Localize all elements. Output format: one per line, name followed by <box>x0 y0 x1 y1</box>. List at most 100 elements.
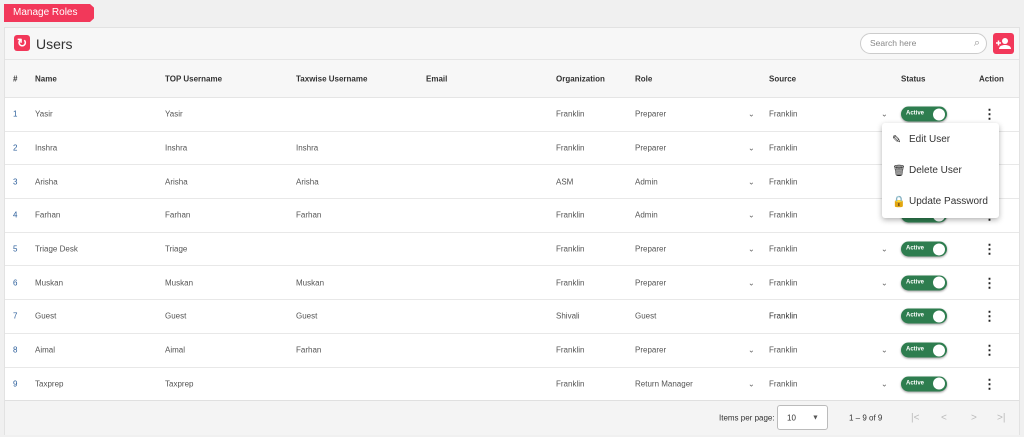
cell-top: Aimal <box>165 345 186 355</box>
chevron-down-icon: ⌄ <box>748 177 755 187</box>
role-value: Admin <box>635 177 658 187</box>
more-vert-icon[interactable]: ⋮ <box>983 342 996 358</box>
last-page-icon[interactable]: >| <box>997 412 1006 424</box>
first-page-icon[interactable]: |< <box>911 412 920 424</box>
items-per-page-label: Items per page: <box>719 413 775 423</box>
cell-n: 4 <box>13 210 18 220</box>
page-size-select[interactable]: 10 ▼ <box>777 405 828 430</box>
column-header: Role <box>635 74 653 83</box>
cell-name: Muskan <box>35 278 64 288</box>
role-value: Preparer <box>635 278 667 288</box>
cell-org: Franklin <box>556 210 585 220</box>
cell-taxwise: Arisha <box>296 177 319 187</box>
cell-name: Taxprep <box>35 379 64 389</box>
source-value: Franklin <box>769 311 798 321</box>
cell-org: Franklin <box>556 244 585 254</box>
table-row: 9 Taxprep Taxprep Franklin Return Manager ⌄ Fr… <box>5 368 1019 402</box>
cell-taxwise: Inshra <box>296 143 319 153</box>
column-header: # <box>13 74 18 83</box>
menu-item-edit-user[interactable]: ✎ Edit User <box>882 125 999 154</box>
lock-icon: 🔒 <box>892 196 906 208</box>
paginator: Items per page: 10 ▼ 1 – 9 of 9 |< < > >… <box>5 400 1019 435</box>
breadcrumb-manage-roles[interactable]: Manage Roles <box>4 4 94 22</box>
prev-page-icon[interactable]: < <box>941 412 947 424</box>
source-value: Franklin <box>769 143 798 153</box>
refresh-icon[interactable]: ↻ <box>14 35 30 51</box>
role-value: Return Manager <box>635 379 693 389</box>
chevron-down-icon: ⌄ <box>748 109 755 119</box>
cell-taxwise: Farhan <box>296 345 322 355</box>
status-toggle[interactable]: Active <box>901 106 947 122</box>
cell-top: Taxprep <box>165 379 194 389</box>
cell-org: Franklin <box>556 379 585 389</box>
chevron-down-icon: ⌄ <box>748 244 755 254</box>
add-user-button[interactable] <box>993 33 1014 54</box>
cell-n: 8 <box>13 345 18 355</box>
status-toggle[interactable]: Active <box>901 342 947 358</box>
cell-org: Shivali <box>556 311 580 321</box>
status-toggle[interactable]: Active <box>901 308 947 324</box>
cell-name: Aimal <box>35 345 56 355</box>
page-title: Users <box>36 36 73 52</box>
table-row: 4 Farhan Farhan Farhan Franklin Admin ⌄ Frankli… <box>5 199 1019 233</box>
more-vert-icon[interactable]: ⋮ <box>983 241 996 257</box>
cell-name: Guest <box>35 311 57 321</box>
column-header: Taxwise Username <box>296 74 368 83</box>
table-row: 6 Muskan Muskan Muskan Franklin Preparer ⌄ Fran… <box>5 266 1019 301</box>
more-vert-icon[interactable]: ⋮ <box>983 106 996 122</box>
cell-org: Franklin <box>556 278 585 288</box>
cell-org: ASM <box>556 177 574 187</box>
next-page-icon[interactable]: > <box>971 412 977 424</box>
cell-n: 2 <box>13 143 18 153</box>
cell-top: Guest <box>165 311 187 321</box>
role-value: Guest <box>635 311 657 321</box>
cell-n: 1 <box>13 109 18 119</box>
cell-name: Yasir <box>35 109 53 119</box>
dropdown-arrow-icon: ▼ <box>812 414 819 421</box>
status-toggle[interactable]: Active <box>901 275 947 291</box>
column-header: Action <box>979 74 1004 83</box>
role-value: Preparer <box>635 109 667 119</box>
users-card: ↻ Users Search here ⌕ # Name TOP Username Ta… <box>4 27 1020 435</box>
chevron-down-icon: ⌄ <box>748 379 755 389</box>
status-toggle[interactable]: Active <box>901 241 947 257</box>
source-value: Franklin <box>769 210 798 220</box>
cell-top: Inshra <box>165 143 188 153</box>
status-toggle[interactable]: Active <box>901 376 947 392</box>
more-vert-icon[interactable]: ⋮ <box>983 308 996 324</box>
menu-item-update-password[interactable]: 🔒 Update Password <box>882 187 999 216</box>
search-input[interactable]: Search here ⌕ <box>860 33 987 54</box>
more-vert-icon[interactable]: ⋮ <box>983 376 996 392</box>
page-size-value: 10 <box>787 413 796 422</box>
column-header: Source <box>769 74 797 83</box>
table-row: 2 Inshra Inshra Inshra Franklin Preparer ⌄ Fran… <box>5 132 1019 166</box>
chevron-down-icon: ⌄ <box>748 210 755 220</box>
role-value: Preparer <box>635 345 667 355</box>
column-header: Status <box>901 74 926 83</box>
chevron-down-icon: ⌄ <box>881 345 888 355</box>
source-value: Franklin <box>769 109 798 119</box>
role-value: Admin <box>635 210 658 220</box>
cell-top: Arisha <box>165 177 188 187</box>
column-header: Name <box>35 74 57 83</box>
chevron-down-icon: ⌄ <box>881 278 888 288</box>
menu-item-label: Update Password <box>909 196 988 207</box>
chevron-down-icon: ⌄ <box>748 143 755 153</box>
role-value: Preparer <box>635 143 667 153</box>
menu-item-label: Edit User <box>909 134 951 145</box>
table-header: # Name TOP Username Taxwise Username Email Or… <box>5 60 1019 98</box>
cell-top: Triage <box>165 244 188 254</box>
cell-org: Franklin <box>556 143 585 153</box>
more-vert-icon[interactable]: ⋮ <box>983 275 996 291</box>
cell-name: Triage Desk <box>35 244 78 254</box>
chevron-down-icon: ⌄ <box>881 109 888 119</box>
menu-item-delete-user[interactable]: 🗑 Delete User <box>882 156 999 185</box>
cell-n: 5 <box>13 244 18 254</box>
table-row: 5 Triage Desk Triage Franklin Preparer ⌄ Frank… <box>5 233 1019 267</box>
menu-item-label: Delete User <box>909 165 962 176</box>
cell-n: 3 <box>13 177 18 187</box>
column-header: Organization <box>556 74 605 83</box>
cell-top: Yasir <box>165 109 183 119</box>
action-menu: ✎ Edit User 🗑 Delete User 🔒 Update Password <box>882 123 999 218</box>
table-row: 7 Guest Guest Guest Shivali Guest Franklin Acti… <box>5 300 1019 334</box>
